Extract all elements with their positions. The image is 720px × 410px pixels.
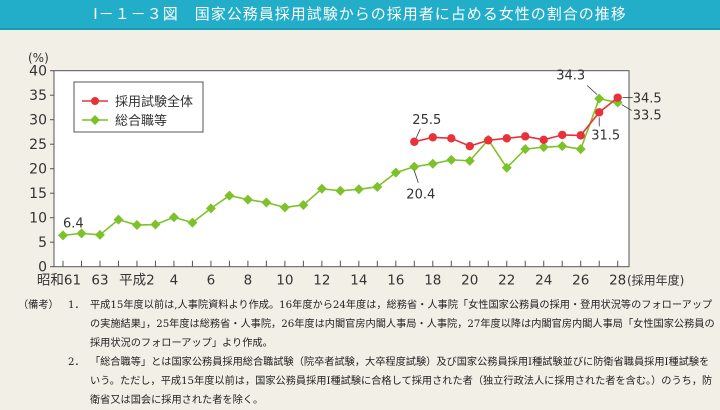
data-point (539, 135, 548, 144)
data-point (613, 93, 622, 102)
data-point (390, 167, 401, 178)
x-tick-label: 12 (313, 273, 330, 289)
x-tick-label: 4 (170, 273, 179, 289)
data-point (446, 154, 457, 165)
data-point (131, 220, 142, 231)
annotation-leader (413, 170, 419, 183)
data-point (594, 93, 605, 104)
data-label: 20.4 (406, 188, 435, 203)
data-point (279, 202, 290, 213)
y-tick-label: 35 (29, 88, 47, 104)
y-tick-label: 40 (29, 64, 47, 80)
data-point (465, 141, 474, 151)
data-point (428, 133, 437, 142)
x-tick-label: 22 (498, 273, 515, 289)
data-point (261, 197, 272, 208)
figure-title: Ⅰ－１－３図 国家公務員採用試験からの採用者に占める女性の割合の推移 (0, 0, 720, 30)
note-text: 「総合職等」とは国家公務員採用総合職試験（院卒者試験，大卒程度試験）及び国家公務… (90, 357, 713, 406)
data-point (538, 142, 549, 153)
data-point (575, 144, 586, 155)
data-point (76, 228, 87, 239)
x-tick-label: 14 (350, 273, 367, 289)
data-label: 34.3 (556, 69, 585, 84)
note-number: 2． (68, 357, 85, 368)
y-tick-label: 5 (38, 235, 47, 251)
legend-label: 採用試験全体 (115, 94, 193, 110)
data-point (558, 130, 567, 140)
x-tick-label: 8 (244, 273, 253, 289)
y-tick-label: 20 (29, 162, 47, 178)
data-point (484, 136, 493, 145)
data-point (447, 134, 456, 143)
y-tick-label: 25 (29, 137, 47, 153)
note-1: （備考） 1． 平成15年度以前は,人事院資料より作成。16年度から24年度は，… (18, 296, 718, 353)
data-point (150, 219, 161, 230)
data-label: 31.5 (591, 128, 620, 143)
data-point (595, 108, 604, 117)
legend-label: 総合職等 (115, 113, 167, 129)
data-point (335, 185, 346, 196)
data-point (576, 131, 585, 140)
x-tick-label: 28 (609, 273, 626, 289)
y-tick-label: 15 (29, 186, 47, 202)
data-point (242, 194, 253, 205)
data-point (94, 229, 105, 240)
note-number: 1． (68, 300, 85, 311)
x-tick-label: 24 (535, 273, 552, 289)
data-point (557, 141, 568, 152)
x-tick-label: 16 (387, 273, 404, 289)
y-axis-label: (%) (28, 51, 49, 65)
x-tick-label: 63 (91, 273, 108, 289)
x-tick-label: 18 (424, 273, 441, 289)
data-point (113, 214, 124, 225)
data-label: 34.5 (633, 92, 662, 107)
annotation-leader (415, 128, 421, 138)
notes: （備考） 1． 平成15年度以前は,人事院資料より作成。16年度から24年度は，… (18, 296, 718, 410)
x-tick-label: 10 (276, 273, 293, 289)
data-point (464, 155, 475, 166)
data-point (168, 212, 179, 223)
data-label: 6.4 (63, 216, 84, 231)
data-point (409, 161, 420, 172)
data-point (520, 144, 531, 155)
annotation-leader (586, 85, 598, 95)
note-2: 2． 「総合職等」とは国家公務員採用総合職試験（院卒者試験，大卒程度試験）及び国… (18, 353, 718, 410)
legend-marker-circle (91, 97, 99, 105)
data-label: 25.5 (412, 113, 441, 128)
x-tick-label: 6 (207, 273, 216, 289)
legend-marker-diamond (90, 115, 100, 125)
data-point (316, 183, 327, 194)
data-point (372, 181, 383, 192)
data-point (501, 162, 512, 173)
data-point (58, 230, 68, 241)
data-point (205, 203, 216, 214)
line-chart: (%) 0 5 10 15 20 25 30 35 40 昭和61 63 平成2 4 6 8 10 12 14 16 1… (28, 51, 684, 289)
x-tick-label: 26 (572, 273, 589, 289)
annotation-leader (621, 104, 632, 111)
data-point (353, 184, 364, 195)
data-point (224, 190, 235, 201)
data-point (187, 217, 198, 228)
x-tick-label: 昭和61 (37, 273, 81, 289)
data-point (521, 132, 530, 141)
x-tick-label: 平成2 (119, 273, 155, 289)
y-tick-label: 30 (29, 113, 47, 129)
y-tick-label: 10 (29, 211, 47, 227)
data-label: 33.5 (633, 109, 662, 124)
data-point (502, 134, 511, 143)
notes-label: （備考） (18, 300, 59, 311)
data-point (427, 158, 438, 169)
note-text: 平成15年度以前は,人事院資料より作成。16年度から24年度は，総務省・人事院「… (90, 300, 715, 349)
x-axis-label: (採用年度) (627, 273, 684, 288)
x-tick-label: 20 (461, 273, 478, 289)
data-point (410, 137, 419, 146)
data-point (298, 199, 309, 210)
y-tick-label: 0 (38, 260, 47, 276)
